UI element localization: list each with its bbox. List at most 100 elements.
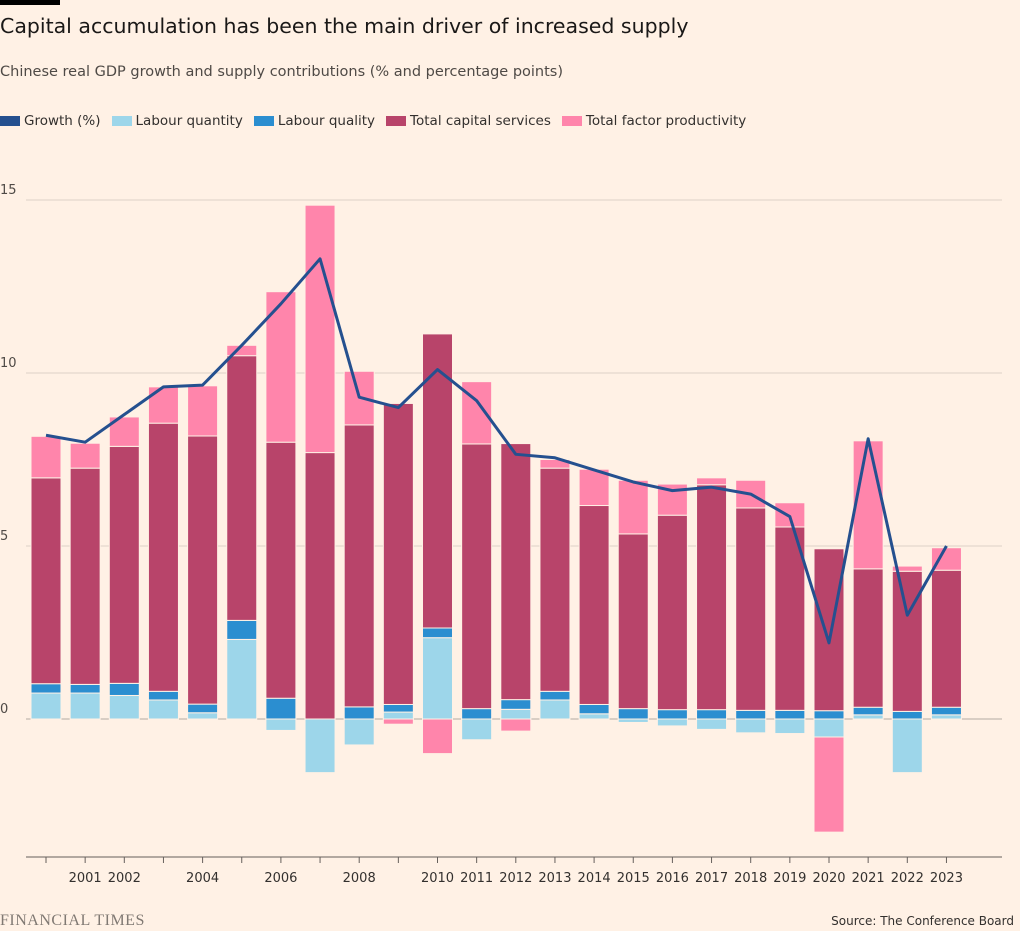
x-tick-label-2021: 2021 [852,871,885,886]
bar-2000-total-factor-productivity [30,435,62,479]
bar-2009-total-capital-services [382,402,414,705]
bar-2007-labour-quantity [304,718,336,774]
bar-2012-labour-quality [500,699,532,710]
bar-2023-labour-quantity [930,714,962,720]
legend-label-labour-quantity: Labour quantity [135,113,243,129]
bar-2008-labour-quality [343,706,375,720]
bar-2005-labour-quantity [226,638,258,720]
bar-2002-total-capital-services [108,445,140,684]
bar-2000-total-capital-services [30,477,62,685]
bar-2007-total-factor-productivity [304,204,336,454]
bar-2021-total-capital-services [852,568,884,708]
x-tick-label-2001: 2001 [69,871,102,886]
legend-swatch-growth [0,116,20,126]
legend-item-tfp: Total factor productivity [561,113,746,129]
bar-2001-total-factor-productivity [69,442,101,469]
x-tick-label-2006: 2006 [264,871,297,886]
bar-2009-total-factor-productivity [382,718,414,725]
bar-2001-total-capital-services [69,467,101,685]
bar-2013-labour-quantity [539,699,571,720]
bar-2016-labour-quantity [656,718,688,727]
x-tick-label-2018: 2018 [734,871,767,886]
growth-line-layer [45,257,948,645]
bar-2012-total-capital-services [500,443,532,701]
bar-2004-total-factor-productivity [187,385,219,437]
x-tick-label-2002: 2002 [108,871,141,886]
bar-2022-labour-quality [891,710,923,720]
bar-2002-labour-quantity [108,694,140,720]
bar-2014-total-capital-services [578,505,610,705]
x-tick-label-2019: 2019 [773,871,806,886]
x-tick-label-2022: 2022 [891,871,924,886]
bar-2012-total-factor-productivity [500,718,532,732]
legend-swatch-labour-quantity [111,116,132,126]
bar-2010-total-factor-productivity [422,718,453,755]
bar-2018-labour-quality [735,709,767,720]
bar-2009-labour-quantity [382,711,414,720]
bar-2014-labour-quality [578,703,610,715]
x-tick-label-2017: 2017 [695,871,728,886]
chart-title: Capital accumulation has been the main d… [0,14,689,38]
x-tick-label-2015: 2015 [617,871,650,886]
bar-2003-total-capital-services [147,422,179,692]
x-tick-label-2008: 2008 [343,871,376,886]
bar-2018-total-capital-services [735,507,767,711]
bar-2008-labour-quantity [343,718,375,746]
x-tick-label-2010: 2010 [421,871,454,886]
legend-label-labour-quality: Labour quality [277,113,376,129]
bar-2022-labour-quantity [891,718,923,774]
bar-2017-total-capital-services [696,484,728,711]
chart-legend: Growth (%) Labour quantity Labour qualit… [0,113,757,129]
bar-2011-total-capital-services [461,443,493,710]
y-tick-label-15: 15 [0,183,17,198]
bar-2008-total-capital-services [343,424,375,708]
bar-2020-total-capital-services [813,548,845,712]
bar-2019-labour-quality [774,709,806,720]
bar-2001-labour-quantity [69,692,101,720]
bar-2020-total-factor-productivity [813,736,845,833]
x-tick-label-2023: 2023 [930,871,963,886]
bar-2017-labour-quantity [696,718,728,730]
bar-2004-labour-quantity [187,712,219,720]
bar-2005-labour-quality [226,619,258,640]
bar-2017-total-factor-productivity [696,477,728,486]
bar-2018-labour-quantity [735,718,767,734]
bar-2001-labour-quality [69,683,101,694]
ft-logo: FINANCIAL TIMES [0,912,145,929]
legend-item-labour-quality: Labour quality [253,113,376,129]
bar-2002-labour-quality [108,682,140,696]
bar-2016-labour-quality [656,709,688,720]
bar-2020-labour-quality [813,710,845,720]
bar-2010-labour-quantity [422,637,453,720]
x-tick-label-2014: 2014 [578,871,611,886]
bar-2003-labour-quality [147,690,179,701]
stacked-bars [30,204,962,833]
bar-2015-labour-quality [617,708,649,720]
bar-2023-total-capital-services [930,569,962,708]
bar-2004-total-capital-services [187,435,219,705]
x-tick-label-2004: 2004 [186,871,219,886]
x-tick-label-2011: 2011 [460,871,493,886]
bar-2019-total-factor-productivity [774,502,806,528]
legend-swatch-total-capital-services [386,116,407,126]
bar-2011-labour-quantity [461,718,493,741]
x-tick-label-2013: 2013 [538,871,571,886]
legend-label-total-capital-services: Total capital services [410,113,551,129]
bar-2019-labour-quantity [774,718,806,735]
bar-2013-labour-quality [539,690,571,701]
bar-2007-total-capital-services [304,452,336,720]
bar-2022-total-factor-productivity [891,565,923,572]
legend-item-total-capital-services: Total capital services [386,113,551,129]
bar-2006-total-capital-services [265,441,297,699]
bar-2014-labour-quantity [578,713,610,720]
legend-swatch-tfp [561,116,582,126]
bar-2006-labour-quantity [265,718,297,731]
bar-2005-total-capital-services [226,355,258,621]
y-tick-label-0: 0 [0,702,8,717]
bar-2000-labour-quantity [30,692,62,720]
bar-2022-total-capital-services [891,570,923,712]
y-tick-label-5: 5 [0,529,8,544]
bar-2021-labour-quantity [852,714,884,720]
ft-brand-bar [0,0,60,5]
